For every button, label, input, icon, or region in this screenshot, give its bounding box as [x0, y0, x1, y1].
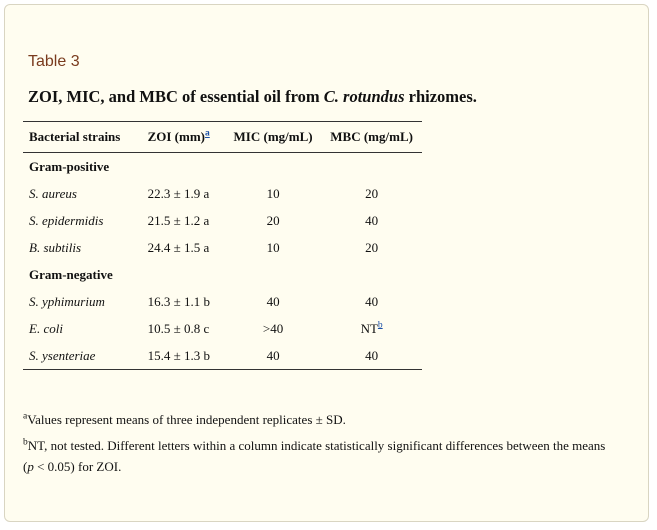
- strain-cell: S. ysenteriae: [23, 342, 142, 370]
- footnote-a: aValues represent means of three indepen…: [23, 409, 613, 430]
- col-header-zoi: ZOI (mm)a: [141, 121, 225, 153]
- strain-cell: S. aureus: [29, 185, 77, 201]
- group-label: Gram-negative: [29, 266, 113, 282]
- strain-cell: B. subtilis: [29, 239, 82, 255]
- footnote-a-mark: a: [23, 411, 28, 422]
- mic-cell: >40: [262, 320, 284, 336]
- zoi-cell: 16.3 ± 1.1 b: [147, 293, 210, 309]
- table-label: Table 3: [28, 53, 80, 70]
- data-table: Bacterial strains ZOI (mm)a MIC (mg/mL) …: [23, 121, 422, 370]
- strain-cell: S. yphimurium: [29, 293, 105, 309]
- footnote-a-text: Values represent means of three independ…: [27, 412, 346, 427]
- table-row: S. aureus 22.3 ± 1.9 a 10 20: [23, 180, 422, 207]
- caption-species: C. rotundus: [323, 87, 405, 106]
- mic-cell: 10: [266, 239, 280, 255]
- footnote-b-ref: b: [378, 320, 383, 330]
- footnote-b-text: NT, not tested. Different letters within…: [23, 438, 606, 474]
- footnote-b-text-end: < 0.05) for ZOI.: [33, 459, 122, 474]
- footnote-a-link[interactable]: a: [205, 128, 210, 139]
- table-header: Bacterial strains ZOI (mm)a MIC (mg/mL) …: [23, 121, 422, 153]
- table-row: S. yphimurium 16.3 ± 1.1 b 40 40: [23, 288, 422, 315]
- table-row: B. subtilis 24.4 ± 1.5 a 10 20: [23, 234, 422, 261]
- footnote-b-mark: b: [23, 437, 28, 448]
- mic-cell: 10: [266, 185, 280, 201]
- header-row: Bacterial strains ZOI (mm)a MIC (mg/mL) …: [23, 121, 422, 153]
- group-row: Gram-positive: [23, 153, 422, 181]
- zoi-cell: 10.5 ± 0.8 c: [147, 320, 210, 336]
- col-header-zoi-label: ZOI (mm): [147, 129, 206, 144]
- footnote-a-ref: a: [205, 129, 210, 139]
- table-panel: Table 3 ZOI, MIC, and MBC of essential o…: [4, 4, 649, 522]
- mic-cell: 20: [266, 212, 280, 228]
- mbc-cell: 40: [365, 212, 379, 228]
- mbc-cell: 20: [365, 239, 379, 255]
- zoi-cell: 22.3 ± 1.9 a: [147, 185, 210, 201]
- mbc-value: NT: [360, 320, 378, 336]
- col-header-mic: MIC (mg/mL): [224, 121, 322, 153]
- table-body: Gram-positive S. aureus 22.3 ± 1.9 a 10 20 S.…: [23, 153, 422, 370]
- zoi-cell: 15.4 ± 1.3 b: [141, 342, 225, 370]
- col-header-mbc: MBC (mg/mL): [321, 121, 422, 153]
- col-header-strain: Bacterial strains: [23, 121, 142, 153]
- mic-cell: 40: [224, 342, 322, 370]
- footnote-b-link[interactable]: b: [377, 320, 383, 331]
- mic-cell: 40: [266, 293, 280, 309]
- zoi-cell: 21.5 ± 1.2 a: [147, 212, 210, 228]
- table-caption: ZOI, MIC, and MBC of essential oil from …: [28, 87, 477, 107]
- footnotes: aValues represent means of three indepen…: [23, 409, 613, 482]
- caption-text: ZOI, MIC, and MBC of essential oil from: [28, 87, 324, 106]
- mbc-cell: NTb: [321, 315, 422, 342]
- table-row: S. ysenteriae 15.4 ± 1.3 b 40 40: [23, 342, 422, 370]
- group-label: Gram-positive: [29, 158, 110, 174]
- strain-cell: S. epidermidis: [29, 212, 104, 228]
- caption-text-end: rhizomes.: [404, 87, 477, 106]
- zoi-cell: 24.4 ± 1.5 a: [147, 239, 210, 255]
- mbc-cell: 20: [365, 185, 379, 201]
- group-row: Gram-negative: [23, 261, 422, 288]
- table-row: E. coli 10.5 ± 0.8 c >40 NTb: [23, 315, 422, 342]
- mbc-cell: 40: [365, 293, 379, 309]
- table-row: S. epidermidis 21.5 ± 1.2 a 20 40: [23, 207, 422, 234]
- strain-cell: E. coli: [29, 320, 63, 336]
- footnote-b-italic: p: [27, 459, 34, 474]
- mbc-cell: 40: [321, 342, 422, 370]
- footnote-b: bNT, not tested. Different letters withi…: [23, 435, 613, 477]
